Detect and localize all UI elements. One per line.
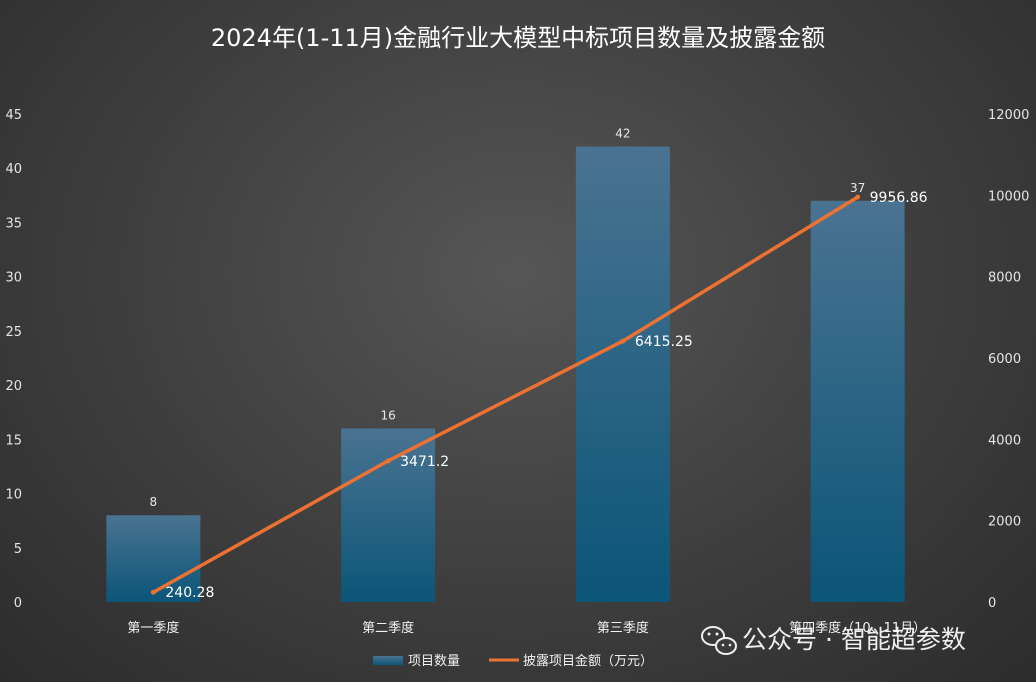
bar-series bbox=[106, 146, 905, 603]
bar bbox=[575, 146, 670, 603]
line-value-label: 240.28 bbox=[165, 585, 214, 601]
amount-line bbox=[151, 195, 860, 594]
left-tick-label: 5 bbox=[14, 542, 22, 557]
line-point bbox=[150, 589, 156, 595]
line-series bbox=[150, 194, 861, 595]
right-tick-label: 4000 bbox=[988, 433, 1021, 448]
left-tick-label: 20 bbox=[5, 379, 22, 394]
bar-value-labels: 8 16 42 37 bbox=[150, 127, 866, 510]
legend-bar-swatch bbox=[373, 656, 403, 665]
category-label: 第一季度 bbox=[127, 620, 179, 636]
right-tick-label: 6000 bbox=[988, 352, 1021, 367]
bar bbox=[106, 515, 201, 602]
bar bbox=[341, 428, 436, 602]
line-value-label: 6415.25 bbox=[635, 334, 693, 350]
category-label: 第二季度 bbox=[362, 620, 414, 636]
bar bbox=[810, 200, 905, 602]
left-tick-label: 0 bbox=[14, 596, 22, 611]
chart-title: 2024年(1-11月)金融行业大模型中标项目数量及披露金额 bbox=[211, 24, 825, 52]
category-labels: 第一季度 第二季度 第三季度 第四季度（10、11月） bbox=[127, 620, 926, 636]
bar-value-label: 37 bbox=[850, 181, 865, 195]
left-axis-ticks: 0 5 10 15 20 25 30 35 40 45 bbox=[5, 108, 22, 611]
category-label: 第四季度（10、11月） bbox=[789, 620, 926, 636]
left-tick-label: 45 bbox=[5, 108, 22, 123]
right-tick-label: 10000 bbox=[988, 189, 1029, 204]
left-tick-label: 15 bbox=[5, 433, 22, 448]
line-point bbox=[620, 338, 626, 344]
left-tick-label: 25 bbox=[5, 325, 22, 340]
watermark: 公众号 · 智能超参数 bbox=[701, 625, 966, 655]
left-tick-label: 10 bbox=[5, 488, 22, 503]
watermark-text: 公众号 · 智能超参数 bbox=[742, 625, 966, 654]
left-tick-label: 30 bbox=[5, 271, 22, 286]
legend-bar-label: 项目数量 bbox=[408, 654, 460, 669]
legend-line-label: 披露项目金额（万元） bbox=[523, 653, 653, 669]
right-tick-label: 12000 bbox=[988, 108, 1029, 123]
line-point bbox=[385, 458, 391, 464]
wechat-icon bbox=[701, 626, 737, 655]
bar-value-label: 42 bbox=[615, 127, 630, 141]
line-value-labels: 240.28 3471.2 6415.25 9956.86 bbox=[165, 190, 927, 601]
legend[interactable]: 项目数量 披露项目金额（万元） bbox=[373, 653, 653, 669]
left-tick-label: 35 bbox=[5, 216, 22, 231]
bar-value-label: 8 bbox=[150, 495, 158, 509]
line-value-label: 9956.86 bbox=[870, 190, 928, 206]
category-label: 第三季度 bbox=[597, 620, 649, 636]
right-axis-ticks: 0 2000 4000 6000 8000 10000 12000 bbox=[988, 108, 1029, 611]
right-tick-label: 8000 bbox=[988, 271, 1021, 286]
right-tick-label: 0 bbox=[988, 596, 996, 611]
line-point bbox=[855, 194, 861, 200]
bar-value-label: 16 bbox=[380, 408, 395, 422]
left-tick-label: 40 bbox=[5, 162, 22, 177]
line-value-label: 3471.2 bbox=[400, 454, 449, 470]
right-tick-label: 2000 bbox=[988, 515, 1021, 530]
